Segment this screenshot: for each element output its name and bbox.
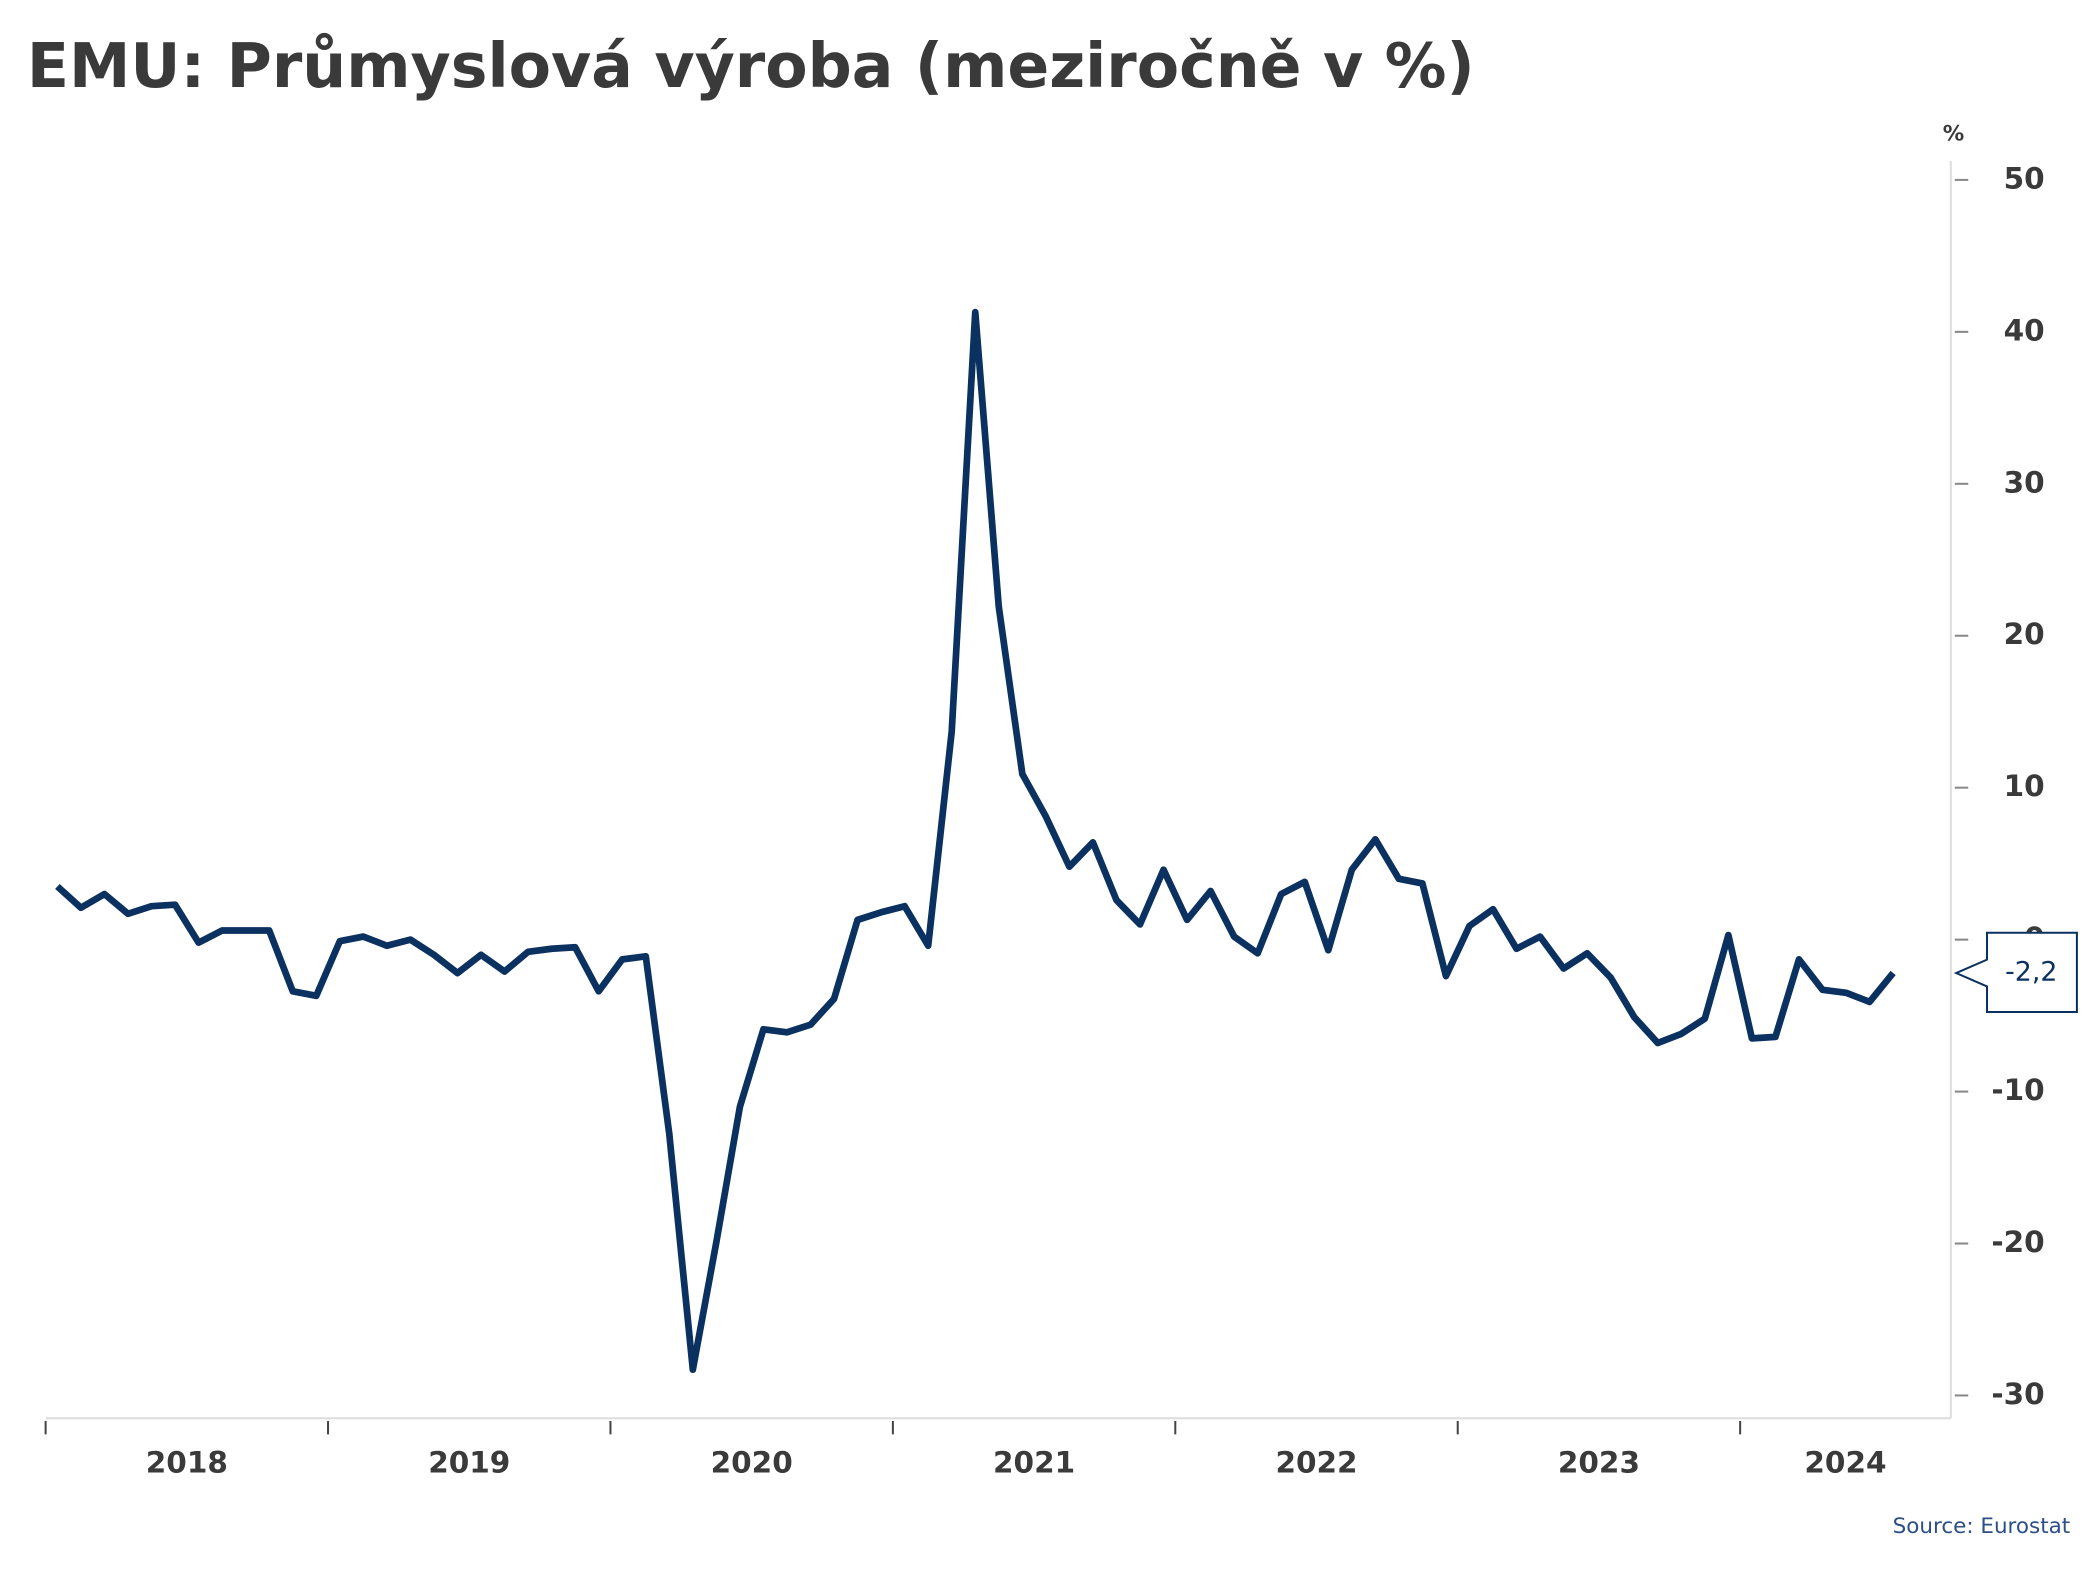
source: Source: Eurostat: [1893, 1514, 2071, 1539]
x-tick-label: 2023: [1558, 1445, 1640, 1479]
x-tick-label: 2018: [146, 1445, 228, 1479]
y-tick-label: 20: [2004, 617, 2045, 651]
x-tick-label: 2024: [1804, 1445, 1886, 1479]
y-tick-label: 40: [2004, 313, 2045, 347]
y-tick-label: -30: [1991, 1377, 2044, 1411]
y-tick-label: -10: [1991, 1073, 2044, 1107]
y-tick-label: 30: [2004, 465, 2045, 499]
y-unit: %: [1943, 121, 1965, 146]
y-tick-label: 50: [2004, 161, 2045, 195]
x-tick-label: 2019: [428, 1445, 510, 1479]
x-tick-label: 2020: [711, 1445, 793, 1479]
callout: [1953, 931, 2078, 1013]
y-tick-label: 10: [2004, 769, 2045, 803]
data-label: -2,2: [2005, 957, 2057, 988]
y-tick-label: -20: [1991, 1225, 2044, 1259]
line-series: [55, 308, 1896, 1373]
x-tick-label: 2022: [1275, 1445, 1357, 1479]
x-tick-label: 2021: [993, 1445, 1075, 1479]
chart-title: EMU: Průmyslová výroba (meziročně v %): [27, 30, 1475, 102]
